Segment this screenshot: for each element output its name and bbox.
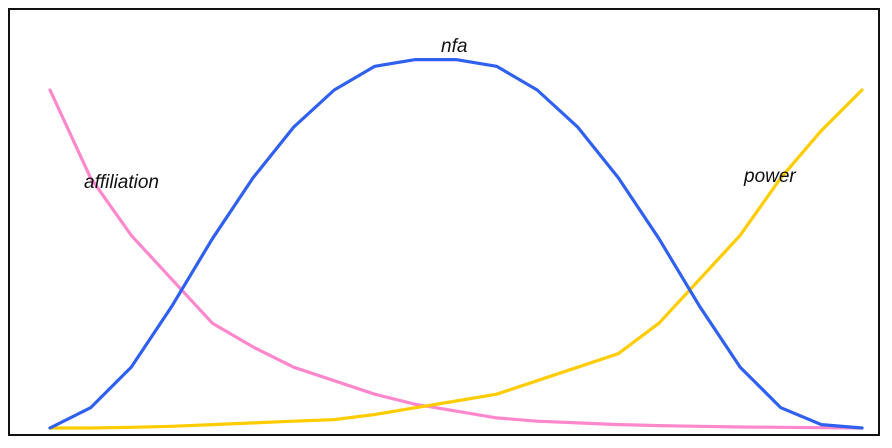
chart-frame bbox=[8, 8, 880, 436]
series-lines bbox=[48, 57, 864, 430]
series-line-nfa bbox=[48, 57, 864, 430]
series-label-affiliation: affiliation bbox=[84, 172, 159, 193]
series-label-nfa: nfa bbox=[441, 36, 467, 57]
series-line-affiliation bbox=[48, 88, 864, 430]
series-label-power: power bbox=[743, 166, 796, 187]
series-line-power bbox=[48, 88, 864, 430]
series-labels: affiliation nfa power bbox=[84, 36, 796, 193]
